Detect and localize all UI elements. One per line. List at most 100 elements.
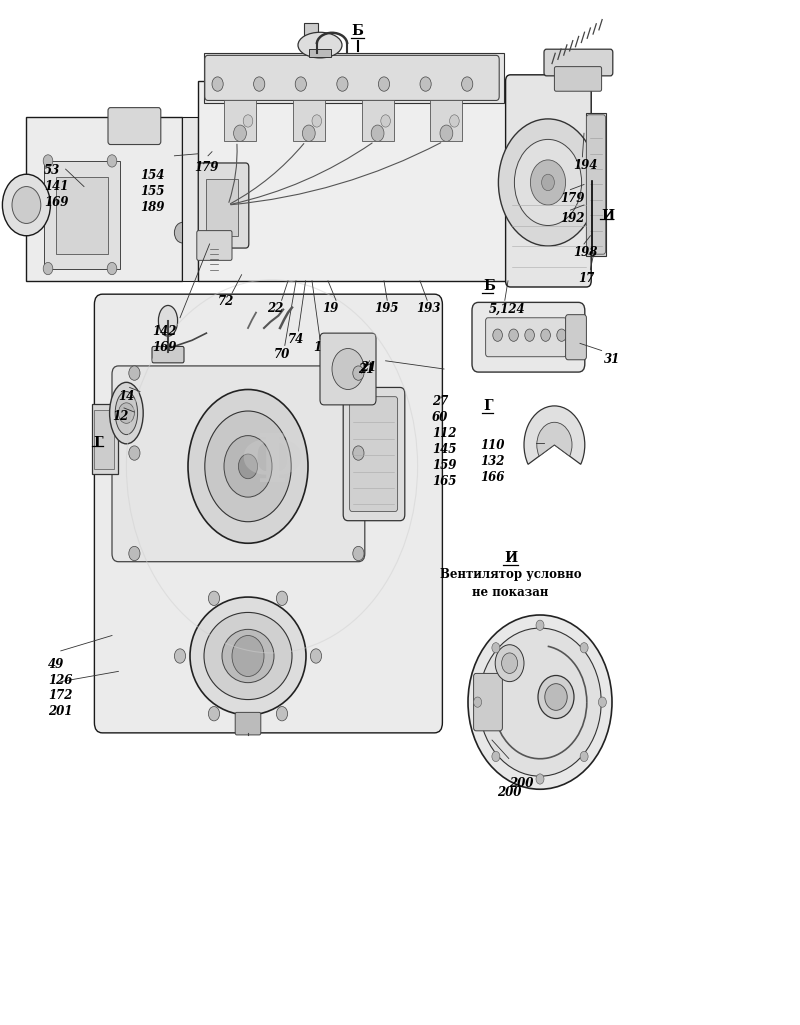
Ellipse shape xyxy=(190,597,306,715)
Circle shape xyxy=(514,139,582,226)
Circle shape xyxy=(378,77,390,91)
Circle shape xyxy=(232,636,264,676)
FancyBboxPatch shape xyxy=(474,673,502,731)
Text: Г: Г xyxy=(483,399,493,413)
Circle shape xyxy=(450,115,459,127)
Text: 5,124: 5,124 xyxy=(489,302,526,316)
Ellipse shape xyxy=(158,305,178,336)
Bar xyxy=(26,117,182,281)
FancyBboxPatch shape xyxy=(343,387,405,521)
Circle shape xyxy=(208,591,219,606)
Circle shape xyxy=(238,454,258,479)
Circle shape xyxy=(302,125,315,141)
Ellipse shape xyxy=(538,675,574,719)
Bar xyxy=(309,49,331,57)
Circle shape xyxy=(188,390,308,543)
Text: 195: 195 xyxy=(374,302,398,316)
Text: 198: 198 xyxy=(574,246,598,259)
FancyBboxPatch shape xyxy=(205,55,499,100)
Text: 172
201: 172 201 xyxy=(48,689,72,718)
Text: 53
141
169: 53 141 169 xyxy=(44,164,68,209)
Circle shape xyxy=(107,262,117,275)
Bar xyxy=(206,179,238,236)
Circle shape xyxy=(474,697,482,707)
Circle shape xyxy=(12,187,41,223)
Bar xyxy=(304,23,318,53)
FancyBboxPatch shape xyxy=(152,346,184,363)
Bar xyxy=(224,100,256,141)
Circle shape xyxy=(337,77,348,91)
Circle shape xyxy=(542,174,554,191)
Text: 194: 194 xyxy=(573,159,597,172)
Circle shape xyxy=(174,222,190,243)
Bar xyxy=(92,404,118,474)
Text: 142
169: 142 169 xyxy=(152,325,176,354)
Circle shape xyxy=(420,77,431,91)
Text: Б: Б xyxy=(483,279,495,293)
Circle shape xyxy=(557,329,566,341)
Circle shape xyxy=(208,706,219,721)
Circle shape xyxy=(107,155,117,167)
Text: 31: 31 xyxy=(604,353,620,366)
Text: 70: 70 xyxy=(274,348,290,362)
Text: 74: 74 xyxy=(288,333,304,346)
Circle shape xyxy=(536,620,544,630)
Text: Б: Б xyxy=(352,24,363,38)
Text: 12: 12 xyxy=(112,410,128,423)
Circle shape xyxy=(254,77,265,91)
Wedge shape xyxy=(537,422,572,456)
Text: 193: 193 xyxy=(416,302,440,316)
Text: 179: 179 xyxy=(560,192,584,205)
Bar xyxy=(56,177,108,254)
Bar xyxy=(362,100,394,141)
Circle shape xyxy=(174,649,186,663)
Ellipse shape xyxy=(222,629,274,683)
Circle shape xyxy=(312,115,322,127)
Ellipse shape xyxy=(110,382,143,444)
Text: 17: 17 xyxy=(578,272,594,285)
Circle shape xyxy=(598,697,606,707)
Circle shape xyxy=(332,348,364,390)
Circle shape xyxy=(353,366,364,380)
Text: 27
60
112
145
159
165: 27 60 112 145 159 165 xyxy=(432,395,456,488)
Bar xyxy=(94,410,114,469)
Text: 110
132
166: 110 132 166 xyxy=(480,439,504,484)
FancyBboxPatch shape xyxy=(472,302,585,372)
FancyBboxPatch shape xyxy=(554,67,602,91)
Circle shape xyxy=(234,125,246,141)
Circle shape xyxy=(580,643,588,653)
Circle shape xyxy=(498,119,598,246)
Text: 49
126: 49 126 xyxy=(48,658,72,687)
Text: 72: 72 xyxy=(218,295,234,309)
Circle shape xyxy=(509,329,518,341)
Text: 179: 179 xyxy=(194,161,218,174)
Text: 1: 1 xyxy=(314,341,322,355)
Circle shape xyxy=(205,411,291,522)
Circle shape xyxy=(493,329,502,341)
Ellipse shape xyxy=(204,612,292,699)
Circle shape xyxy=(129,446,140,460)
Circle shape xyxy=(295,77,306,91)
FancyBboxPatch shape xyxy=(112,366,365,562)
Text: Г: Г xyxy=(94,436,103,450)
Circle shape xyxy=(212,77,223,91)
Bar xyxy=(204,53,504,102)
Circle shape xyxy=(43,262,53,275)
Circle shape xyxy=(580,751,588,762)
FancyBboxPatch shape xyxy=(320,333,376,405)
Text: Вентилятор условно
не показан: Вентилятор условно не показан xyxy=(439,568,582,599)
Circle shape xyxy=(129,366,140,380)
Bar xyxy=(293,100,325,141)
FancyBboxPatch shape xyxy=(350,397,398,511)
Circle shape xyxy=(492,643,500,653)
Circle shape xyxy=(371,125,384,141)
Bar xyxy=(430,100,462,141)
Circle shape xyxy=(492,751,500,762)
Bar xyxy=(44,161,120,269)
Bar xyxy=(182,117,198,281)
Circle shape xyxy=(118,403,134,423)
FancyBboxPatch shape xyxy=(586,115,606,254)
Text: 200: 200 xyxy=(509,777,533,790)
Circle shape xyxy=(502,653,518,673)
Circle shape xyxy=(129,546,140,561)
